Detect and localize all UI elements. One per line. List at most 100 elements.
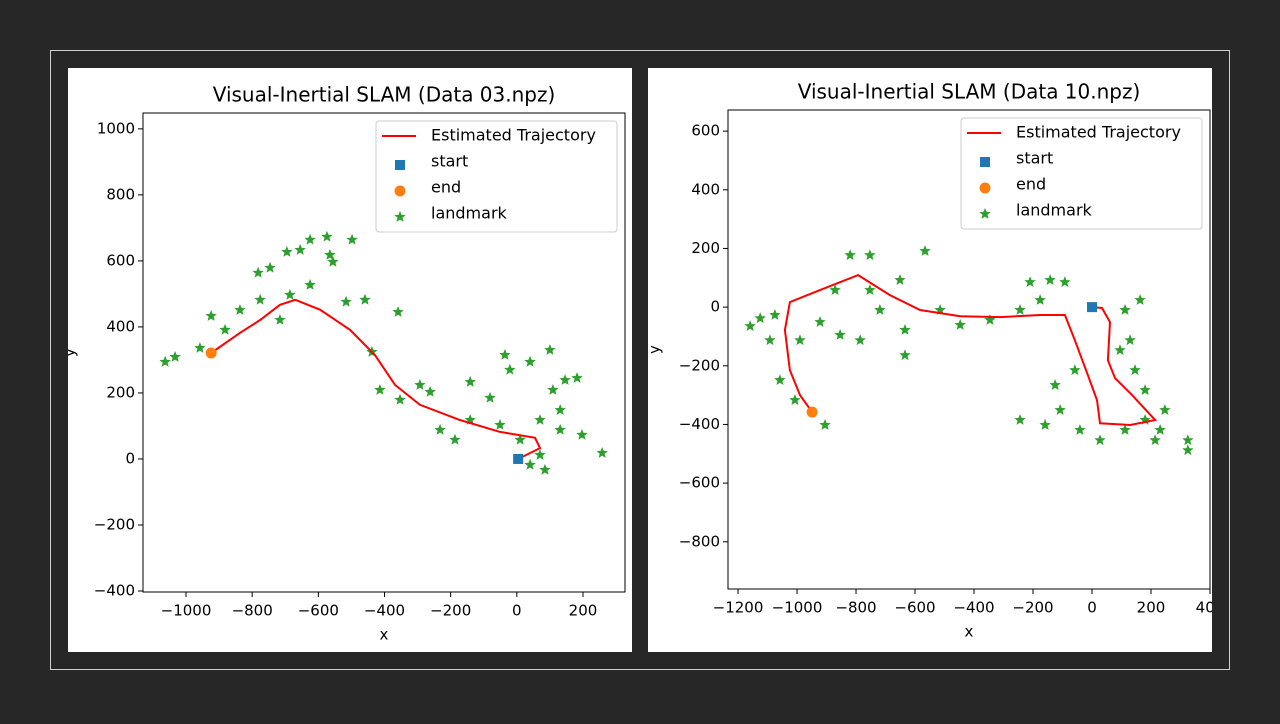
landmark-marker (499, 349, 511, 360)
chart-title: Visual-Inertial SLAM (Data 10.npz) (798, 80, 1141, 104)
landmark-marker (899, 349, 911, 361)
legend-swatch (979, 208, 991, 219)
y-tick-label: −200 (94, 515, 135, 533)
landmark-marker (829, 284, 841, 295)
landmark-marker (1149, 434, 1161, 446)
legend-label: end (1016, 175, 1046, 194)
landmark-marker (281, 246, 293, 257)
landmark-marker (1114, 344, 1126, 356)
chart: Visual-Inertial SLAM (Data 03.npz) x y −100… (68, 83, 626, 644)
landmark-marker (1182, 444, 1194, 456)
chart: Visual-Inertial SLAM (Data 10.npz) x y −120… (646, 80, 1225, 641)
landmark-marker (324, 249, 336, 260)
x-tick-label: −1200 (713, 599, 764, 617)
landmark-marker (596, 447, 608, 458)
landmark-marker (571, 372, 583, 383)
landmark-marker (321, 230, 333, 242)
x-tick-label: −800 (835, 599, 876, 617)
landmark-marker (1014, 304, 1026, 315)
landmark-marker (1182, 434, 1194, 446)
landmark-marker (1134, 294, 1146, 305)
landmark-marker (514, 433, 526, 445)
legend-swatch (394, 211, 406, 222)
landmark-marker (327, 255, 339, 267)
landmark-marker (194, 342, 206, 353)
legend-swatch (979, 182, 991, 194)
landmark-marker (205, 310, 217, 321)
landmark-marker (1044, 274, 1056, 285)
landmark-marker (774, 374, 786, 385)
landmark-marker (539, 463, 551, 475)
landmark-marker (159, 355, 171, 367)
landmark-marker (504, 363, 516, 375)
y-tick-label: 1000 (97, 119, 135, 137)
x-axis-label: x (380, 626, 389, 644)
legend-swatch (394, 185, 406, 197)
y-tick-label: −800 (679, 532, 720, 550)
landmark-marker (1074, 424, 1086, 435)
landmark-marker (819, 419, 831, 430)
landmark-marker (524, 458, 536, 470)
landmark-marker (769, 309, 781, 320)
landmark-marker (254, 293, 266, 305)
legend-label: Estimated Trajectory (1016, 123, 1181, 142)
x-tick-label: 400 (1196, 599, 1225, 617)
landmark-marker (1129, 364, 1141, 375)
axes-frame (142, 112, 626, 593)
landmark-marker (534, 414, 546, 425)
x-tick-label: 0 (1087, 599, 1097, 617)
axes-frame (727, 109, 1211, 590)
landmark-marker (392, 306, 404, 317)
landmark-marker (1159, 404, 1171, 415)
x-tick-label: −200 (1012, 599, 1053, 617)
landmark-marker (340, 295, 352, 307)
landmark-marker (864, 284, 876, 295)
landmark-marker (764, 334, 776, 346)
y-axis-label: y (646, 345, 664, 354)
landmark-marker (284, 288, 296, 300)
x-tick-label: −1000 (772, 599, 823, 617)
landmark-marker (874, 304, 886, 315)
x-tick-label: −800 (232, 602, 273, 620)
y-tick-label: −400 (679, 415, 720, 433)
y-tick-label: 200 (691, 239, 720, 257)
landmark-marker (374, 384, 386, 395)
landmark-marker (1094, 434, 1106, 446)
landmark-marker (844, 249, 856, 261)
legend-label: start (431, 152, 468, 171)
landmark-marker (1014, 414, 1026, 425)
y-tick-label: −400 (94, 582, 135, 600)
x-tick-label: −600 (298, 602, 339, 620)
landmark-marker (834, 329, 846, 340)
landmark-marker (264, 261, 276, 273)
landmark-marker (984, 314, 996, 325)
landmark-marker (1124, 334, 1136, 346)
landmark-marker (547, 384, 559, 395)
landmark-marker (754, 312, 766, 324)
landmark-marker (524, 355, 536, 367)
x-tick-label: −1000 (161, 602, 212, 620)
landmark-marker (169, 351, 181, 362)
x-tick-label: 200 (1137, 599, 1166, 617)
landmark-marker (919, 245, 931, 256)
y-tick-label: 0 (125, 449, 135, 467)
landmark-marker (1059, 276, 1071, 287)
landmark-marker (1024, 276, 1036, 287)
legend-box (375, 120, 618, 233)
landmark-marker (252, 266, 264, 278)
landmark-marker (494, 419, 506, 430)
landmark-marker (794, 334, 806, 346)
landmark-marker (1034, 294, 1046, 305)
y-tick-label: 600 (691, 122, 720, 140)
landmark-marker (346, 233, 358, 245)
landmark-marker (1139, 384, 1151, 395)
legend-box (960, 117, 1203, 230)
y-tick-label: −600 (679, 474, 720, 492)
legend-swatch (980, 157, 990, 167)
landmark-marker (394, 393, 406, 405)
landmark-marker (544, 344, 556, 355)
chart-title: Visual-Inertial SLAM (Data 03.npz) (213, 83, 556, 107)
landmark-marker (934, 304, 946, 315)
landmark-marker (894, 274, 906, 285)
x-tick-label: 0 (512, 602, 522, 620)
